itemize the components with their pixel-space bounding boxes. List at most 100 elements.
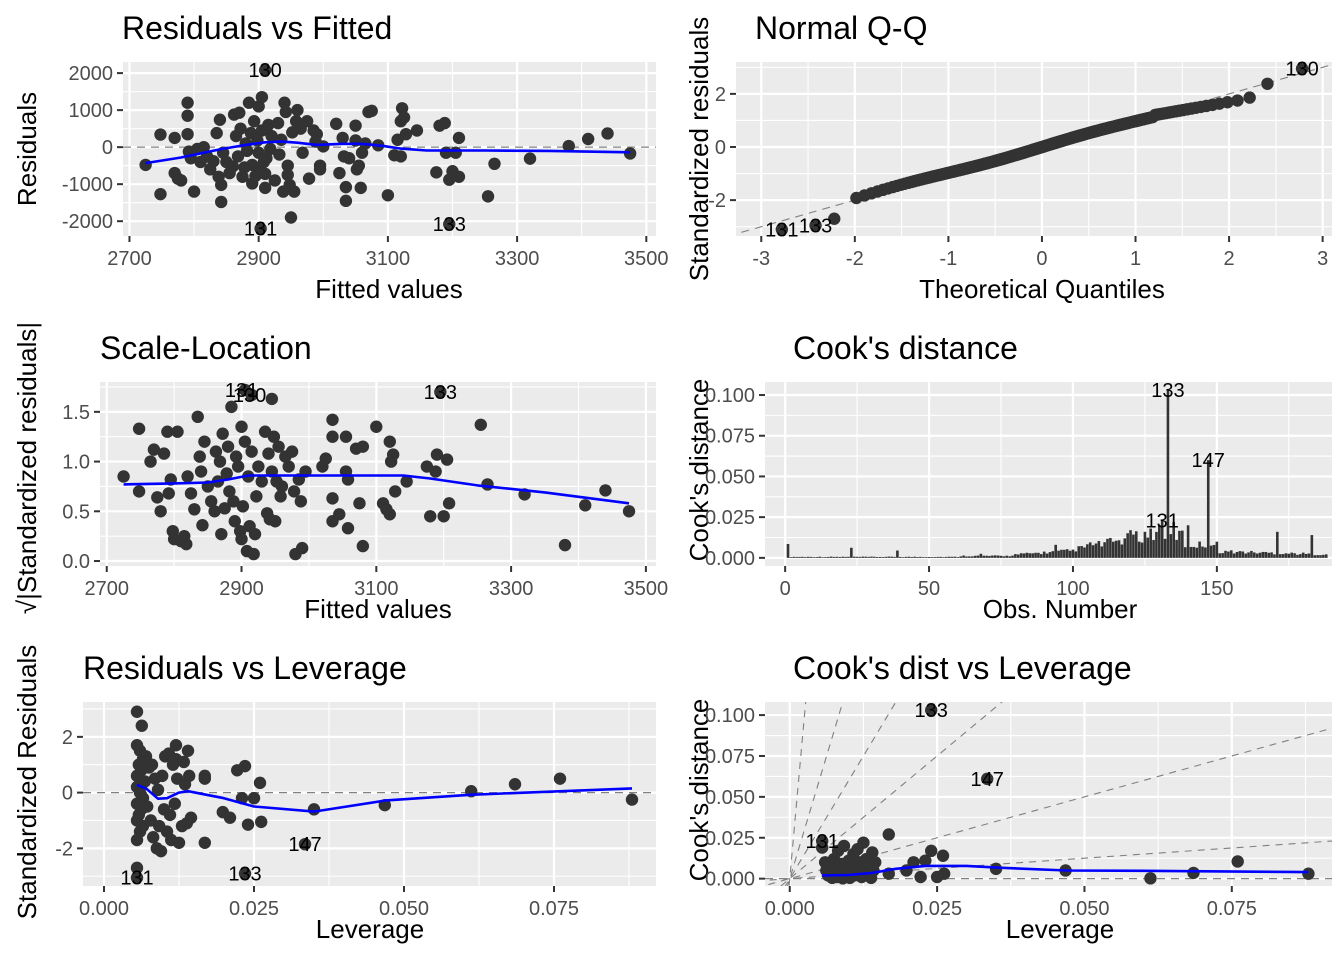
cooks-bar [1276,531,1279,558]
data-point [558,538,572,552]
data-point [434,385,447,399]
cooks-bar [1310,535,1314,558]
data-point [265,129,278,143]
data-point [553,772,567,785]
data-point [313,163,327,176]
cooks-bar [1037,552,1040,558]
y-axis-label: Residuals [12,92,42,206]
data-point [135,719,148,732]
cooks-bar [1301,552,1305,558]
data-point [828,212,841,225]
cooks-bar [896,550,899,558]
data-point [157,447,171,460]
cooks-bar [930,557,934,558]
x-tick-label: 0.000 [765,898,815,920]
data-point [225,400,238,414]
x-tick-label: 0.075 [1207,898,1257,920]
cooks-bar [1227,551,1230,558]
point-label: 131 [1146,510,1179,532]
data-point [356,539,370,553]
data-point [319,452,332,465]
cooks-bar [1204,547,1207,558]
point-label: 147 [1192,450,1225,472]
cooks-bar [1247,552,1250,558]
cooks-bar [1172,522,1175,558]
data-point [161,425,174,438]
plot-area [123,63,656,235]
cooks-bar [939,556,942,558]
data-point [914,870,927,884]
data-point [193,450,206,463]
cooks-bar [1034,552,1037,558]
x-tick-label: 0.050 [1059,898,1109,920]
cooks-bar [1290,552,1294,558]
data-point [1187,866,1200,880]
data-point [523,152,537,165]
data-point [188,503,201,516]
data-point [481,190,495,203]
cooks-bar [1152,540,1155,558]
cooks-bar [809,556,813,558]
data-point [815,834,829,848]
x-tick-label: 3500 [624,578,669,600]
panel-cooks-distance: Cook's distance Obs. Number Cook's dista… [684,330,1332,624]
data-point [326,413,339,426]
cooks-bar [910,556,914,558]
data-point [336,131,349,145]
data-point [809,219,822,232]
x-tick-label: 2900 [236,248,281,270]
cooks-bar [950,556,954,558]
data-point [196,519,209,532]
cooks-bar [945,556,948,558]
cooks-bar [867,556,870,558]
data-point [310,127,324,141]
cooks-contour-line [765,727,1332,886]
data-point [168,797,181,810]
cooks-bar [861,556,865,558]
data-point [438,116,451,130]
data-point [1261,77,1274,90]
point-label: 131 [805,831,838,853]
data-point [154,187,167,201]
data-point [247,547,260,561]
cooks-bar [1252,552,1256,558]
cooks-bar [1304,553,1308,558]
cooks-bar [792,556,796,558]
data-point [181,127,194,141]
cooks-bar [1267,552,1270,558]
cooks-bar [927,556,931,558]
y-tick-label: 0.100 [705,705,755,727]
cooks-bar [1086,544,1089,558]
cooks-bar [979,553,983,558]
data-point [279,105,293,119]
x-tick-label: -3 [752,248,770,270]
cooks-bar [870,556,873,558]
data-point [383,508,396,521]
point-label: 130 [1285,59,1318,81]
cooks-bar [991,555,994,558]
data-point [365,104,378,118]
cooks-bar [1278,554,1282,558]
data-point [141,800,154,813]
cooks-bar [850,547,853,558]
x-tick-label: 2700 [107,248,152,270]
plot-area [117,383,636,561]
cooks-bar [1215,541,1219,558]
data-point [229,450,243,463]
panel-title: Residuals vs Leverage [83,650,407,686]
data-point [187,185,201,198]
cooks-bar [985,555,988,558]
cooks-bar [982,555,986,558]
data-point [260,152,273,165]
x-tick-label: 0.050 [379,898,429,920]
data-point [233,106,246,119]
cooks-bar [1232,553,1236,558]
y-tick-label: -2 [55,838,73,860]
cooks-bar [1307,553,1311,558]
cooks-bar [1273,554,1276,558]
data-point [207,155,220,168]
data-point [339,194,353,208]
point-label: 133 [915,700,948,722]
data-point [171,425,184,438]
y-axis-label: √|Standardized residuals| [12,322,42,614]
